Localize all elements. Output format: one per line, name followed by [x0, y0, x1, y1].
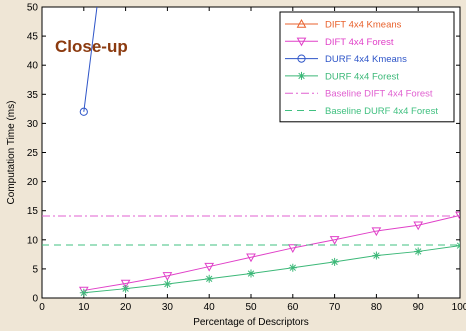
data-point-durf-4x4-forest — [79, 288, 88, 297]
series-line-durf-4x4-forest — [83, 245, 460, 294]
y-tick-label: 5 — [32, 264, 38, 275]
y-tick-label: 10 — [27, 235, 39, 246]
y-tick-label: 50 — [27, 3, 39, 14]
legend-item-dift-4x4-kmeans: DIFT 4x4 Kmeans — [285, 18, 402, 31]
data-point-dift-4x4-forest — [413, 221, 424, 231]
data-point-dift-4x4-forest — [204, 262, 215, 272]
x-tick-label: 40 — [204, 302, 216, 313]
x-tick-label: 20 — [120, 302, 132, 313]
series-layer — [42, 7, 460, 297]
legend-item-baseline-dift-4x4-forest: Baseline DIFT 4x4 Forest — [285, 89, 433, 100]
x-tick-label: 30 — [162, 302, 174, 313]
x-tick-label: 80 — [371, 302, 383, 313]
x-tick-label: 10 — [78, 302, 90, 313]
data-point-dift-4x4-forest — [371, 227, 382, 237]
y-tick-label: 25 — [27, 148, 39, 159]
y-axis-label: Computation Time (ms) — [6, 101, 17, 205]
series-durf-4x4-forest — [79, 241, 460, 297]
chart-annotation: Close-up — [55, 37, 128, 56]
x-tick-label: 70 — [329, 302, 341, 313]
y-tick-label: 15 — [27, 206, 39, 217]
legend-marker — [296, 18, 307, 28]
data-point-durf-4x4-forest — [163, 280, 172, 289]
y-tick-label: 20 — [27, 177, 39, 188]
legend-item-baseline-durf-4x4-forest: Baseline DURF 4x4 Forest — [285, 106, 438, 117]
y-tick-label: 0 — [32, 294, 38, 305]
x-tick-label: 100 — [452, 302, 466, 313]
x-axis-label: Percentage of Descriptors — [193, 317, 309, 328]
y-tick-label: 40 — [27, 61, 39, 72]
legend-label: DIFT 4x4 Forest — [325, 37, 394, 48]
x-tick-label: 50 — [245, 302, 257, 313]
x-tick-label: 0 — [39, 302, 45, 313]
legend: DIFT 4x4 Kmeans DIFT 4x4 Forest DURF 4x4 K… — [279, 11, 455, 123]
x-tick-label: 90 — [413, 302, 425, 313]
legend-item-dift-4x4-forest: DIFT 4x4 Forest — [285, 37, 394, 48]
legend-item-durf-4x4-kmeans: DURF 4x4 Kmeans — [285, 54, 407, 65]
data-point-durf-4x4-forest — [121, 284, 130, 293]
data-point-durf-4x4-forest — [456, 241, 460, 250]
data-point-durf-4x4-forest — [414, 247, 423, 256]
series-line-durf-4x4-kmeans — [83, 7, 98, 112]
legend-marker — [297, 71, 306, 80]
data-point-dift-4x4-forest — [246, 253, 256, 263]
data-point-durf-4x4-forest — [372, 251, 381, 260]
legend-marker — [297, 54, 306, 63]
data-point-durf-4x4-forest — [205, 274, 214, 283]
data-point-durf-4x4-forest — [330, 257, 339, 266]
legend-label: Baseline DURF 4x4 Forest — [325, 106, 438, 117]
data-point-dift-4x4-forest — [162, 272, 173, 281]
legend-marker — [296, 37, 307, 47]
y-tick-label: 35 — [27, 90, 39, 101]
y-tick-label: 45 — [27, 32, 39, 43]
data-point-dift-4x4-forest — [120, 279, 131, 289]
data-point-durf-4x4-forest — [288, 263, 297, 272]
series-durf-4x4-kmeans — [79, 7, 98, 116]
legend-label: DURF 4x4 Kmeans — [325, 54, 407, 65]
legend-label: DURF 4x4 Forest — [325, 71, 399, 82]
data-point-dift-4x4-forest — [287, 244, 298, 253]
data-point-dift-4x4-forest — [329, 236, 340, 245]
data-point-durf-4x4-forest — [247, 269, 255, 278]
axis-ticks: 0 10 20 30 40 50 60 70 80 90 100 0 5 10 15 20 25 30 35 40 45… — [27, 3, 466, 314]
y-tick-label: 30 — [27, 119, 39, 130]
legend-item-durf-4x4-forest: DURF 4x4 Forest — [285, 71, 399, 82]
data-point-durf-4x4-kmeans — [79, 107, 88, 116]
legend-label: Baseline DIFT 4x4 Forest — [325, 89, 433, 100]
legend-box — [279, 11, 455, 123]
legend-label: DIFT 4x4 Kmeans — [325, 20, 402, 31]
x-tick-label: 60 — [287, 302, 299, 313]
series-line-dift-4x4-forest — [83, 214, 460, 291]
